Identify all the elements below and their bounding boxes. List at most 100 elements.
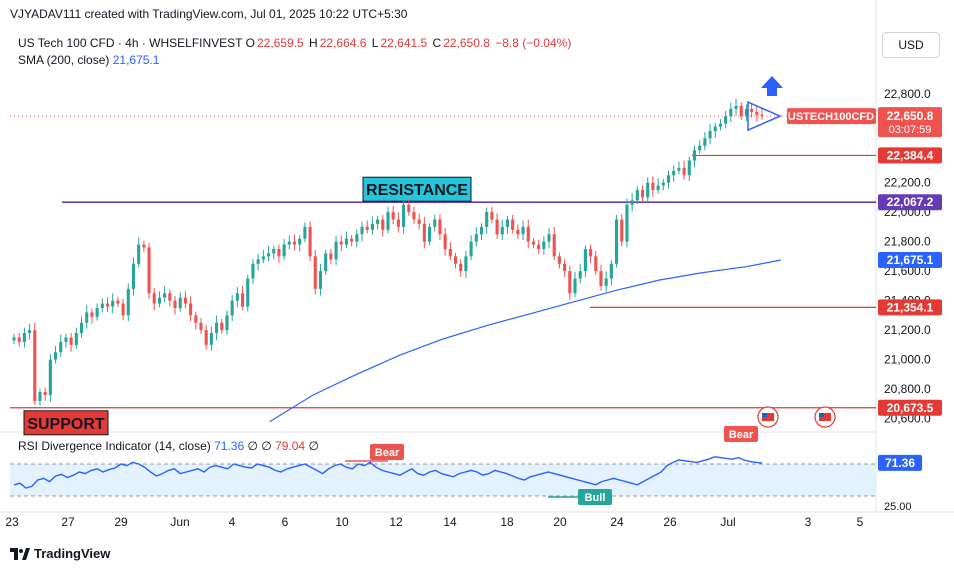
currency-button[interactable]: USD <box>882 32 940 58</box>
candle-35 <box>194 311 198 330</box>
x-tick-label-4: 4 <box>229 515 236 529</box>
candle-6 <box>43 387 47 401</box>
candle-13 <box>79 316 84 338</box>
candle-112 <box>594 250 598 275</box>
x-tick-label-2: 29 <box>114 515 128 529</box>
open-label: O <box>245 36 255 50</box>
candle-12 <box>74 327 78 349</box>
candle-33 <box>183 291 187 309</box>
candle-97 <box>516 224 520 239</box>
candle-8 <box>53 345 58 364</box>
tradingview-brand: TradingView <box>34 546 111 561</box>
tradingview-footer[interactable]: TradingView <box>10 546 110 561</box>
candle-123 <box>651 176 655 197</box>
rsi-line <box>13 456 763 489</box>
candle-72 <box>386 206 390 234</box>
candle-127 <box>672 165 676 183</box>
candle-59 <box>318 263 323 296</box>
candle-140 <box>739 102 743 120</box>
candle-31 <box>173 296 177 315</box>
candle-106 <box>563 259 567 277</box>
candle-44 <box>240 286 245 311</box>
last-price-label: 22,650.8 <box>887 109 934 123</box>
x-tick-label-15: 5 <box>857 515 864 529</box>
candle-131 <box>692 145 697 168</box>
candle-69 <box>370 216 374 235</box>
candle-21 <box>121 299 125 321</box>
candle-40 <box>220 319 224 334</box>
candle-25 <box>142 240 146 253</box>
open-value: 22,659.5 <box>256 36 304 50</box>
candle-10 <box>64 333 68 348</box>
candle-2 <box>22 327 26 348</box>
y-tick-label-6: 21,800.0 <box>884 235 931 249</box>
candle-81 <box>433 214 437 232</box>
y-tick-label-3: 21,200.0 <box>884 323 931 337</box>
candle-132 <box>698 140 702 154</box>
candle-128 <box>677 161 681 175</box>
us-flag-canton-1 <box>819 413 824 417</box>
candle-114 <box>604 271 608 292</box>
x-tick-label-1: 27 <box>61 515 75 529</box>
resistance-box <box>362 176 472 202</box>
candle-67 <box>360 221 364 242</box>
candle-76 <box>407 200 411 216</box>
candle-115 <box>609 260 613 286</box>
candle-17 <box>100 298 104 313</box>
x-tick-label-10: 20 <box>553 515 567 529</box>
candle-98 <box>521 220 525 241</box>
candle-28 <box>157 291 162 308</box>
divergence-bull-1 <box>578 489 612 505</box>
candle-41 <box>225 310 229 335</box>
candle-14 <box>85 305 89 329</box>
support-box <box>23 410 109 436</box>
candle-90 <box>479 223 484 241</box>
candle-77 <box>412 206 416 225</box>
candle-122 <box>646 177 650 204</box>
candle-111 <box>589 244 593 264</box>
symbol-legend: US Tech 100 CFD · 4h · WHSELFINVEST O 22,… <box>18 36 573 50</box>
rsi-tick-label: 25.00 <box>884 501 912 513</box>
candle-89 <box>474 227 478 247</box>
x-tick-label-5: 6 <box>282 515 289 529</box>
candle-51 <box>277 244 281 264</box>
price-levels: RESISTANCE SUPPORT <box>10 115 876 436</box>
candle-23 <box>131 257 136 296</box>
candle-87 <box>464 250 468 278</box>
candle-121 <box>640 185 645 203</box>
x-tick-label-8: 14 <box>443 515 457 529</box>
candle-3 <box>28 323 32 340</box>
candle-58 <box>313 250 317 295</box>
candle-26 <box>147 242 151 300</box>
triangle-pattern <box>747 100 782 132</box>
candle-0 <box>12 333 16 345</box>
us-flag-stripe-0 <box>762 413 774 421</box>
up-arrow-icon <box>761 76 783 96</box>
resistance-label: RESISTANCE <box>366 182 468 199</box>
candle-82 <box>438 214 442 241</box>
candle-126 <box>666 170 671 189</box>
rsi-legend-v4: 79.04 <box>275 439 306 453</box>
rsi-legend-v2: ∅ <box>247 439 258 453</box>
candle-45 <box>246 274 250 312</box>
last-price-tag <box>878 107 942 138</box>
candle-118 <box>625 198 629 248</box>
candle-24 <box>137 237 141 268</box>
candle-46 <box>251 259 255 285</box>
candle-64 <box>344 231 349 249</box>
candle-4 <box>33 322 37 405</box>
tradingview-logo-icon <box>10 547 30 560</box>
candle-15 <box>90 308 94 324</box>
candle-107 <box>568 265 572 301</box>
candle-78 <box>417 213 421 230</box>
candle-95 <box>505 215 510 234</box>
candle-136 <box>718 119 723 131</box>
candle-1 <box>17 332 21 347</box>
sma-label: SMA (200, close) <box>18 53 110 67</box>
candle-137 <box>724 110 728 129</box>
level-tag-1 <box>878 399 942 416</box>
candle-108 <box>573 272 577 297</box>
candle-124 <box>656 178 660 194</box>
x-tick-label-6: 10 <box>335 515 349 529</box>
